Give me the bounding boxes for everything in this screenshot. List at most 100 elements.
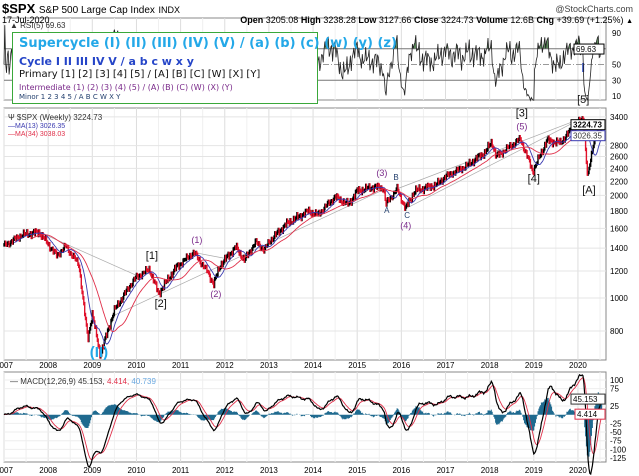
legend-minor: Minor 1 2 3 4 5 / A B C W X Y <box>19 93 121 101</box>
macd-signal-line <box>3 377 603 461</box>
wave-label: (II) <box>90 344 108 361</box>
price-tick-label: 1800 <box>610 207 628 216</box>
volume-value: 12.6B <box>510 15 534 25</box>
x-tick-label: 2007 <box>0 361 13 370</box>
wave-label: [A] <box>582 184 595 196</box>
x-tick-label: 2011 <box>172 466 190 475</box>
wave-label: [1] <box>146 250 158 262</box>
macd-tick-label: -25 <box>610 419 622 428</box>
x-tick-label: 2017 <box>437 361 455 370</box>
trendline <box>193 252 230 260</box>
x-tick-label: 2012 <box>216 466 234 475</box>
price-tick-label: 3400 <box>610 113 628 122</box>
price-tick-label: 1400 <box>610 244 628 253</box>
price-tick-label: 800 <box>610 327 624 336</box>
price-tick-label: 1200 <box>610 267 628 276</box>
watermark[interactable]: @StockCharts.com <box>555 4 633 14</box>
x-tick-label: 2016 <box>392 361 410 370</box>
macd-tick-label: -100 <box>610 445 627 454</box>
macd-tick-label: 75 <box>610 385 619 394</box>
x-tick-label: 2013 <box>260 361 278 370</box>
x-tick-label: 2011 <box>172 361 190 370</box>
chg-label: Chg <box>536 15 554 25</box>
rsi-tick-label: 50 <box>612 61 621 70</box>
price-tick-label: 2200 <box>610 177 628 186</box>
price-tick-label: 2800 <box>610 142 628 151</box>
trendline <box>405 117 584 209</box>
wave-label: (5) <box>516 122 527 132</box>
x-tick-label: 2019 <box>525 361 543 370</box>
macd-tick-label: -125 <box>610 454 627 463</box>
price-tick-label: 2400 <box>610 164 628 173</box>
x-tick-label: 2007 <box>0 466 13 475</box>
x-tick-label: 2015 <box>348 361 366 370</box>
x-tick-label: 2014 <box>304 466 322 475</box>
ma13-value-label: 3026.35 <box>573 132 602 141</box>
macd-tick-label: 100 <box>610 376 624 385</box>
macd-tick-label: -50 <box>610 428 622 437</box>
x-tick-label: 2008 <box>39 361 57 370</box>
symbol: $SPX <box>2 1 36 16</box>
ma34-legend: —MA(34) 3038.03 <box>8 131 65 138</box>
close-label: Close <box>413 15 439 25</box>
macd-panel-title: — MACD(12,26,9) 45.153, 4.414, 40.739 <box>10 377 156 386</box>
close-value: 3224.73 <box>441 15 474 25</box>
x-tick-label: 2015 <box>348 466 366 475</box>
signal-value-box <box>574 408 606 420</box>
trendline <box>396 117 584 190</box>
macd-tick-label: -75 <box>610 437 622 446</box>
wave-degree-legend: Supercycle (I) (II) (III) (IV) (V) / (a)… <box>12 32 397 104</box>
wave-label: A <box>384 206 390 215</box>
x-tick-label: 2020 <box>569 361 587 370</box>
legend-primary: Primary [1] [2] [3] [4] [5] / [A] [B] [C… <box>19 69 261 80</box>
x-tick-label: 2018 <box>481 361 499 370</box>
x-tick-label: 2010 <box>128 466 146 475</box>
low-label: Low <box>358 15 377 25</box>
x-tick-label: 2018 <box>481 466 499 475</box>
ma13-value-box <box>570 130 606 142</box>
ma13-line <box>13 122 603 345</box>
signal-value: 4.414, <box>107 377 131 386</box>
macd-tick-label: 25 <box>610 402 619 411</box>
x-tick-label: 2013 <box>260 466 278 475</box>
triangle-up-icon: ▲ <box>626 18 633 25</box>
price-panel-title: Ψ $SPX (Weekly) 3224.73 <box>8 113 103 122</box>
legend-cycle: Cycle I II III IV V / a b c w x y <box>19 55 194 68</box>
price-tick-label: 1000 <box>610 294 628 303</box>
x-tick-label: 2012 <box>216 361 234 370</box>
wave-label: C <box>404 211 410 220</box>
price-tick-label: 2600 <box>610 153 628 162</box>
last-price-box <box>570 119 606 131</box>
rsi-tick-label: 30 <box>612 76 621 85</box>
rsi-tick-label: 90 <box>612 29 621 38</box>
rsi-value-label: 69.63 <box>576 45 597 54</box>
wave-label: B <box>393 173 398 182</box>
x-tick-label: 2009 <box>83 361 101 370</box>
ma13-legend: —MA(13) 3026.35 <box>8 123 65 130</box>
rsi-value-box <box>573 43 605 55</box>
wave-label: (4) <box>400 221 411 231</box>
macd-histogram <box>4 392 603 459</box>
macd-value-label: 45.153 <box>573 395 598 404</box>
wave-label: (1) <box>191 235 202 245</box>
high-value: 3238.28 <box>323 15 356 25</box>
wave-label: (3) <box>376 168 387 178</box>
price-tick-label: 2000 <box>610 191 628 200</box>
x-tick-label: 2019 <box>525 466 543 475</box>
legend-supercycle: Supercycle (I) (II) (III) (IV) (V) / (a)… <box>19 36 397 51</box>
chart-date: 17-Jul-2020 <box>2 15 50 25</box>
volume-label: Volume <box>476 15 508 25</box>
x-tick-label: 2017 <box>437 466 455 475</box>
wave-label: [2] <box>155 298 167 310</box>
chg-value: +39.69 (+1.25%) <box>556 15 624 25</box>
wave-label: [4] <box>528 173 540 185</box>
rsi-tick-label: 10 <box>612 92 621 101</box>
high-label: High <box>300 15 321 25</box>
open-value: 3205.08 <box>265 15 299 25</box>
macd-value: 45.153, <box>78 377 107 386</box>
x-tick-label: 2020 <box>569 466 587 475</box>
wave-label: [3] <box>516 107 528 119</box>
last-price-label: 3224.73 <box>573 121 602 130</box>
rsi-panel-title: ▲ RSI(5) 69.63 <box>10 21 66 30</box>
